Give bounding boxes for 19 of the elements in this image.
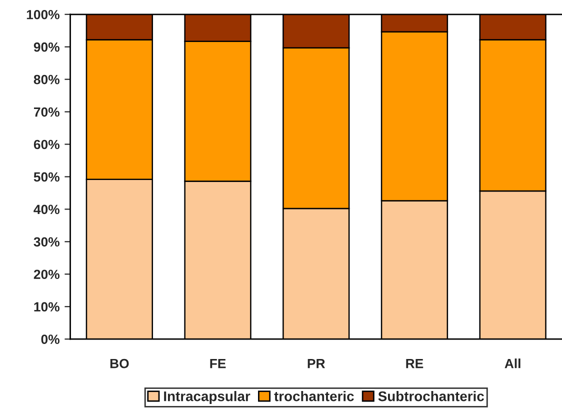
y-tick-label: 70% xyxy=(34,107,60,117)
x-tick-label: PR xyxy=(308,359,326,368)
legend-label: Subtrochanteric xyxy=(378,391,484,402)
y-tick-label: 100% xyxy=(26,10,60,20)
y-tick-label: 50% xyxy=(34,172,60,182)
y-tick-label: 60% xyxy=(34,140,60,150)
y-tick-label: 10% xyxy=(34,302,60,312)
y-tick-label: 40% xyxy=(34,204,60,214)
legend-label: Intracapsular xyxy=(164,391,250,404)
y-tick-label: 80% xyxy=(34,74,60,84)
y-tick-label: 90% xyxy=(34,42,60,52)
x-tick-label: FE xyxy=(210,359,226,368)
y-tick-label: 0% xyxy=(41,334,60,344)
x-tick-label: RE xyxy=(406,359,424,368)
x-tick-label: All xyxy=(504,358,520,368)
y-tick-label: 30% xyxy=(34,237,60,247)
x-tick-label: BO xyxy=(110,358,129,368)
legend-label: trochanteric xyxy=(274,391,354,402)
y-tick-label: 20% xyxy=(34,270,60,280)
